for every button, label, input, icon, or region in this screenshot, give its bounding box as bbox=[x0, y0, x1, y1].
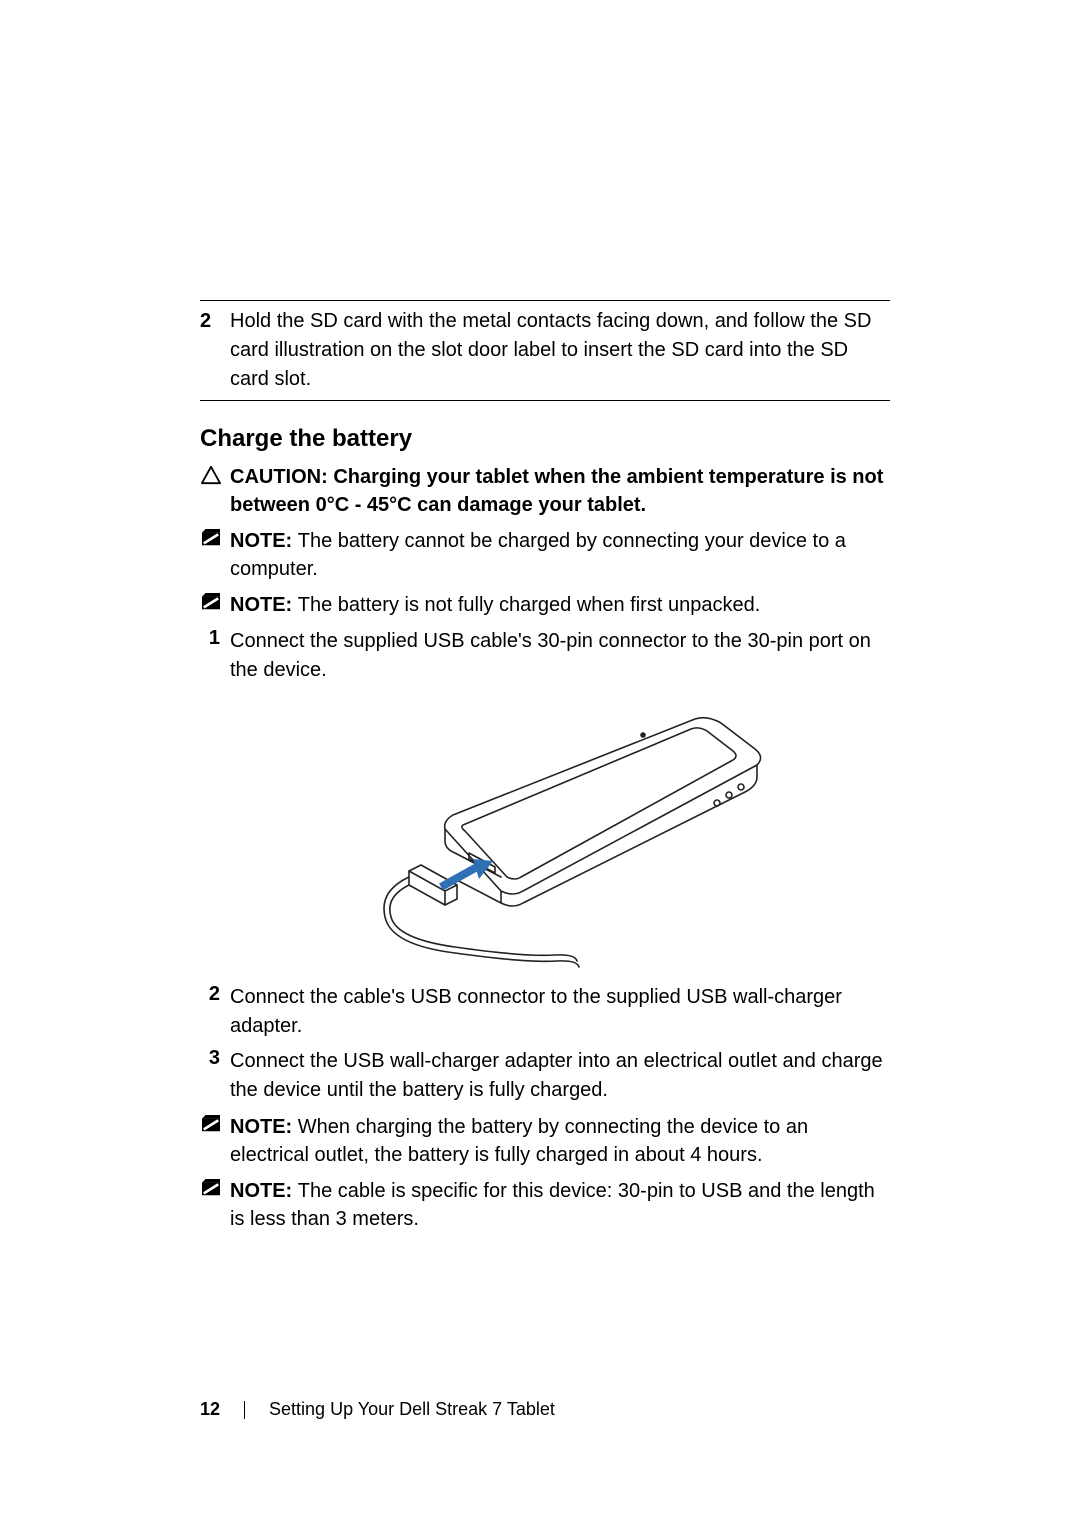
note-block: NOTE: The battery is not fully charged w… bbox=[200, 591, 890, 619]
manual-page: 2 Hold the SD card with the metal contac… bbox=[0, 0, 1080, 1528]
note-text: NOTE: When charging the battery by conne… bbox=[230, 1113, 890, 1169]
note-lead: NOTE: bbox=[230, 530, 298, 552]
step-number: 3 bbox=[200, 1047, 230, 1105]
step-number: 1 bbox=[200, 627, 230, 685]
charge-steps-cont: 2 Connect the cable's USB connector to t… bbox=[200, 983, 890, 1105]
charge-step-1: 1 Connect the supplied USB cable's 30-pi… bbox=[200, 627, 890, 685]
note-body: When charging the battery by connecting … bbox=[230, 1116, 808, 1166]
content-area: 2 Hold the SD card with the metal contac… bbox=[200, 300, 890, 1233]
step-text: Hold the SD card with the metal contacts… bbox=[230, 307, 890, 394]
note-icon bbox=[200, 591, 230, 611]
step-number: 2 bbox=[200, 983, 230, 1041]
step-text: Connect the supplied USB cable's 30-pin … bbox=[230, 627, 890, 685]
note-text: NOTE: The battery is not fully charged w… bbox=[230, 591, 890, 619]
note-text: NOTE: The cable is specific for this dev… bbox=[230, 1177, 890, 1233]
page-footer: 12 Setting Up Your Dell Streak 7 Tablet bbox=[200, 1399, 555, 1420]
footer-section-name: Setting Up Your Dell Streak 7 Tablet bbox=[269, 1399, 555, 1420]
step-number: 2 bbox=[200, 307, 230, 394]
charge-steps: 1 Connect the supplied USB cable's 30-pi… bbox=[200, 627, 890, 685]
note-body: The battery is not fully charged when fi… bbox=[298, 594, 760, 616]
caution-lead: CAUTION: bbox=[230, 466, 333, 488]
tablet-cable-illustration bbox=[230, 699, 890, 969]
note-lead: NOTE: bbox=[230, 1180, 298, 1202]
caution-block: CAUTION: Charging your tablet when the a… bbox=[200, 463, 890, 519]
caution-icon bbox=[200, 463, 230, 485]
note-body: The battery cannot be charged by connect… bbox=[230, 530, 846, 580]
note-icon bbox=[200, 527, 230, 547]
charge-step-3: 3 Connect the USB wall-charger adapter i… bbox=[200, 1047, 890, 1105]
footer-divider bbox=[244, 1401, 245, 1419]
sd-card-step-row: 2 Hold the SD card with the metal contac… bbox=[200, 300, 890, 401]
note-lead: NOTE: bbox=[230, 594, 298, 616]
note-block: NOTE: The battery cannot be charged by c… bbox=[200, 527, 890, 583]
note-icon bbox=[200, 1177, 230, 1197]
caution-text: CAUTION: Charging your tablet when the a… bbox=[230, 463, 890, 519]
section-heading-charge-battery: Charge the battery bbox=[200, 425, 890, 453]
charge-step-2: 2 Connect the cable's USB connector to t… bbox=[200, 983, 890, 1041]
note-icon bbox=[200, 1113, 230, 1133]
note-body: The cable is specific for this device: 3… bbox=[230, 1180, 875, 1230]
note-text: NOTE: The battery cannot be charged by c… bbox=[230, 527, 890, 583]
note-lead: NOTE: bbox=[230, 1116, 298, 1138]
step-text: Connect the USB wall-charger adapter int… bbox=[230, 1047, 890, 1105]
page-number: 12 bbox=[200, 1399, 220, 1420]
step-text: Connect the cable's USB connector to the… bbox=[230, 983, 890, 1041]
note-block: NOTE: The cable is specific for this dev… bbox=[200, 1177, 890, 1233]
note-block: NOTE: When charging the battery by conne… bbox=[200, 1113, 890, 1169]
